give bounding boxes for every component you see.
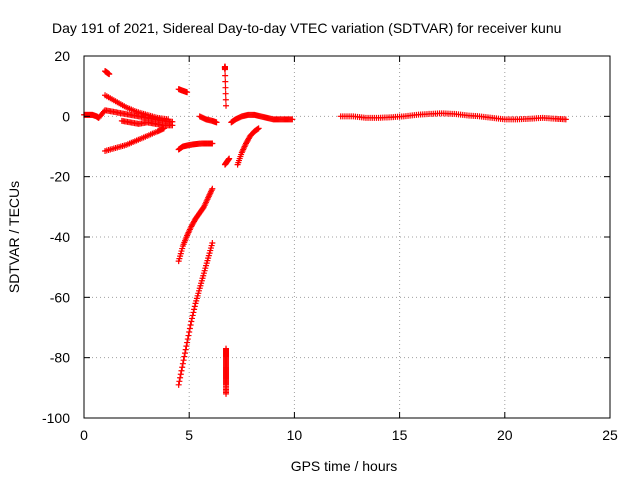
data-point [289,116,296,123]
data-point [209,140,216,147]
data-points [81,63,569,397]
data-point [187,321,194,328]
x-tick-label: 5 [185,427,193,443]
data-point [209,240,216,247]
data-series [175,140,216,153]
data-point [175,381,182,388]
y-tick-label: 0 [62,108,70,124]
data-point [179,360,186,367]
x-tick-label: 25 [602,427,618,443]
y-tick-label: -100 [42,410,70,426]
data-point [184,336,191,343]
data-point [562,116,569,123]
y-tick-label: -40 [50,229,70,245]
data-point [222,78,229,85]
data-point [183,343,190,350]
plot-frame [83,55,611,419]
x-tick-label: 0 [80,427,88,443]
data-point [222,90,229,97]
data-point [186,325,193,332]
data-series [118,117,176,129]
y-tick-label: -80 [50,350,70,366]
axis-ticks: 0 5 10 15 20 25 -100 -80 -60 -40 -20 0 20 [42,48,618,443]
x-axis-label: GPS time / hours [291,458,398,474]
data-series [102,92,172,123]
data-point [189,312,196,319]
data-series [175,240,216,388]
data-series [175,185,216,265]
y-tick-label: -60 [50,289,70,305]
data-point [179,364,186,371]
data-point [184,89,191,96]
data-series [221,63,230,109]
data-point [181,353,188,360]
data-series [337,110,569,123]
data-point [255,125,262,132]
x-tick-label: 20 [497,427,513,443]
data-series [221,155,233,168]
x-tick-label: 15 [392,427,408,443]
data-series [223,345,230,397]
data-point [178,367,185,374]
y-tick-label: -20 [50,169,70,185]
data-point [181,350,188,357]
data-point [191,303,198,310]
data-point [177,371,184,378]
data-series [102,125,167,155]
grid-lines [84,56,610,418]
data-point [222,96,229,103]
data-point [180,357,187,364]
data-point [177,374,184,381]
data-point [221,66,228,73]
data-point [186,329,193,336]
data-point [223,390,230,397]
data-point [188,318,195,325]
chart-title: Day 191 of 2021, Sidereal Day-to-day VTE… [52,20,561,36]
data-point [191,306,198,313]
data-point [222,84,229,91]
data-point [182,346,189,353]
data-series [102,68,113,78]
data-point [190,309,197,316]
data-point [189,315,196,322]
y-axis-label: SDTVAR / TECUs [6,181,22,293]
data-point [223,102,230,109]
data-point [209,185,216,192]
data-series [234,125,262,168]
data-point [185,332,192,339]
data-point [176,378,183,385]
data-point [222,72,229,79]
data-point [226,155,233,162]
data-series [196,113,220,126]
data-point [213,119,220,126]
data-point [165,116,172,123]
y-tick-label: 20 [54,48,70,64]
data-point [169,122,176,129]
data-series [228,111,296,126]
data-point [106,71,113,78]
x-tick-label: 10 [287,427,303,443]
data-series [175,86,191,96]
data-point [184,339,191,346]
